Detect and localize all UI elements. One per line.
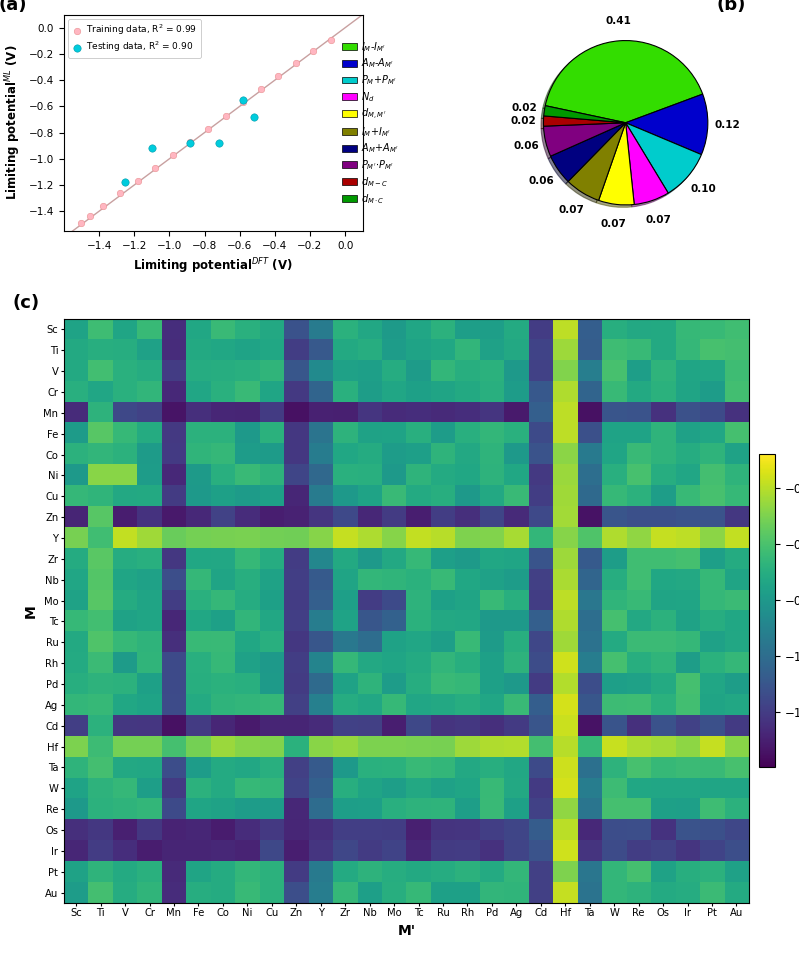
Training data, R$^2$ = 0.99: [75, 215, 88, 231]
Wedge shape: [545, 41, 702, 123]
Wedge shape: [551, 123, 626, 182]
Wedge shape: [598, 123, 634, 205]
Text: (a): (a): [0, 0, 26, 15]
Text: 0.07: 0.07: [646, 214, 671, 225]
Training data, R$^2$ = 0.99: [166, 147, 179, 162]
Training data, R$^2$ = 0.99: [219, 108, 232, 124]
Wedge shape: [544, 106, 626, 123]
Legend: $I_{M}$-$I_{M'}$, $A_{M}$-$A_{M'}$, $P_{M}$+$P_{M'}$, $N_d$, $d_{M,M'}$, $I_{M}$: $I_{M}$-$I_{M'}$, $A_{M}$-$A_{M'}$, $P_{…: [339, 36, 403, 209]
Training data, R$^2$ = 0.99: [324, 32, 337, 48]
Training data, R$^2$ = 0.99: [113, 185, 126, 200]
X-axis label: M': M': [397, 924, 415, 938]
Text: (b): (b): [717, 0, 745, 15]
Training data, R$^2$ = 0.99: [201, 121, 214, 136]
Text: 0.07: 0.07: [559, 204, 585, 214]
Wedge shape: [626, 94, 708, 155]
Text: 0.41: 0.41: [605, 16, 631, 26]
Testing data, R$^2$ = 0.90: [184, 135, 197, 151]
Training data, R$^2$ = 0.99: [289, 55, 302, 71]
Testing data, R$^2$ = 0.90: [213, 135, 225, 151]
Y-axis label: Limiting potential$^{ML}$ (V): Limiting potential$^{ML}$ (V): [4, 45, 23, 200]
Wedge shape: [543, 116, 626, 126]
Legend: Training data, R$^2$ = 0.99, Testing data, R$^2$ = 0.90: Training data, R$^2$ = 0.99, Testing dat…: [69, 19, 201, 57]
Training data, R$^2$ = 0.99: [131, 173, 144, 189]
Text: 0.07: 0.07: [601, 219, 627, 230]
Text: 0.02: 0.02: [512, 103, 538, 113]
Text: 0.02: 0.02: [511, 116, 536, 126]
Training data, R$^2$ = 0.99: [237, 94, 249, 110]
Training data, R$^2$ = 0.99: [184, 134, 197, 150]
Text: (c): (c): [13, 295, 40, 312]
Text: 0.06: 0.06: [529, 176, 555, 186]
Text: 0.10: 0.10: [690, 185, 716, 195]
Testing data, R$^2$ = 0.90: [248, 109, 260, 125]
Wedge shape: [626, 123, 702, 193]
Training data, R$^2$ = 0.99: [272, 68, 284, 84]
Training data, R$^2$ = 0.99: [307, 44, 320, 59]
Y-axis label: M: M: [24, 604, 38, 618]
Wedge shape: [626, 123, 668, 204]
Testing data, R$^2$ = 0.90: [119, 174, 132, 190]
Wedge shape: [568, 123, 626, 200]
Training data, R$^2$ = 0.99: [149, 161, 161, 176]
Testing data, R$^2$ = 0.90: [237, 92, 249, 108]
X-axis label: Limiting potential$^{DFT}$ (V): Limiting potential$^{DFT}$ (V): [133, 256, 293, 275]
Training data, R$^2$ = 0.99: [84, 208, 97, 224]
Text: 0.06: 0.06: [514, 141, 539, 151]
Text: 0.12: 0.12: [715, 120, 741, 129]
Training data, R$^2$ = 0.99: [254, 82, 267, 97]
Wedge shape: [543, 123, 626, 157]
Training data, R$^2$ = 0.99: [96, 198, 109, 214]
Testing data, R$^2$ = 0.90: [145, 140, 158, 156]
